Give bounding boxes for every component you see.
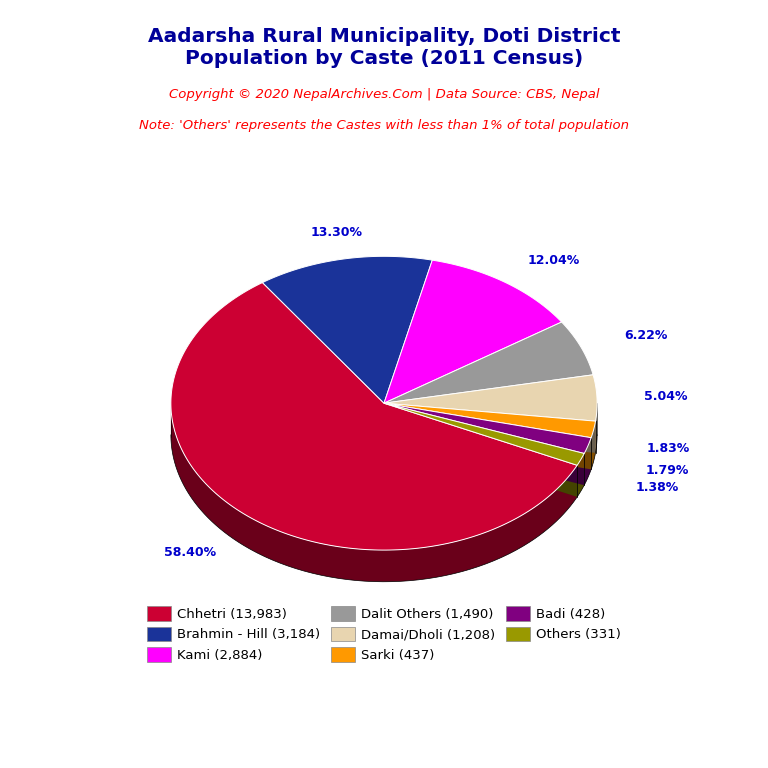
Text: 13.30%: 13.30% [311, 227, 362, 240]
Polygon shape [171, 406, 578, 581]
Polygon shape [384, 403, 595, 453]
PathPatch shape [384, 403, 595, 438]
Polygon shape [584, 438, 591, 485]
Legend: Chhetri (13,983), Brahmin - Hill (3,184), Kami (2,884), Dalit Others (1,490), Da: Chhetri (13,983), Brahmin - Hill (3,184)… [141, 601, 627, 667]
Text: 12.04%: 12.04% [528, 254, 580, 267]
Polygon shape [384, 403, 578, 497]
Polygon shape [384, 403, 591, 469]
Text: 1.83%: 1.83% [646, 442, 690, 455]
Polygon shape [591, 421, 595, 469]
PathPatch shape [263, 257, 432, 403]
Text: 58.40%: 58.40% [164, 546, 217, 559]
Polygon shape [384, 403, 578, 497]
Text: 1.79%: 1.79% [645, 464, 689, 477]
Polygon shape [384, 403, 584, 485]
Polygon shape [384, 403, 584, 485]
PathPatch shape [384, 260, 561, 403]
Polygon shape [595, 403, 597, 453]
PathPatch shape [171, 283, 578, 550]
Polygon shape [384, 403, 595, 453]
Polygon shape [384, 403, 591, 469]
Text: Note: 'Others' represents the Castes with less than 1% of total population: Note: 'Others' represents the Castes wit… [139, 119, 629, 132]
PathPatch shape [384, 375, 597, 421]
PathPatch shape [384, 322, 593, 403]
PathPatch shape [384, 403, 584, 465]
Text: 6.22%: 6.22% [624, 329, 668, 342]
Text: 5.04%: 5.04% [644, 390, 687, 403]
Text: 1.38%: 1.38% [636, 482, 679, 495]
PathPatch shape [384, 403, 591, 453]
Text: Copyright © 2020 NepalArchives.Com | Data Source: CBS, Nepal: Copyright © 2020 NepalArchives.Com | Dat… [169, 88, 599, 101]
Text: Aadarsha Rural Municipality, Doti District
Population by Caste (2011 Census): Aadarsha Rural Municipality, Doti Distri… [147, 27, 621, 68]
Polygon shape [578, 453, 584, 497]
